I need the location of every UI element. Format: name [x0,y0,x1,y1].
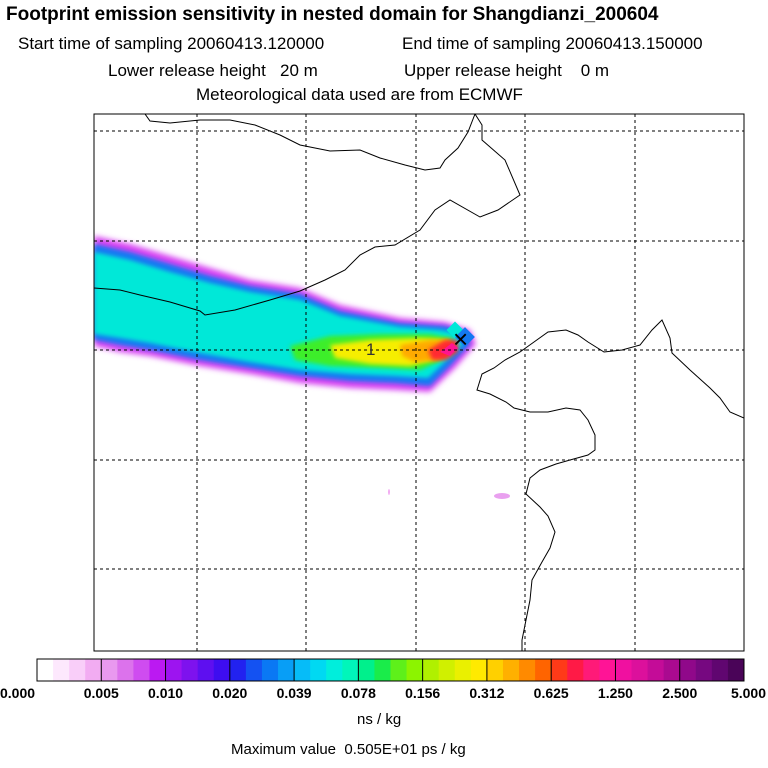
colorbar [36,658,745,682]
start-time-label: Start time of sampling 20060413.120000 [18,34,325,53]
lower-release-height-label: Lower release height 20 m [108,61,318,80]
stray-plume-tick [388,489,390,495]
colorbar-tick-label: 0.625 [534,685,569,701]
colorbar-swatch [727,659,745,681]
colorbar-tick-label: 0.000 [0,685,35,701]
colorbar-swatch [486,659,504,681]
colorbar-swatch [695,659,713,681]
colorbar-swatch [326,659,343,681]
colorbar-swatch [310,659,327,681]
colorbar-swatch [245,659,263,681]
colorbar-swatch [390,659,408,681]
colorbar-swatch [647,659,665,681]
colorbar-swatch [679,659,697,681]
colorbar-units-label: ns / kg [357,711,402,728]
colorbar-tick-label: 1.250 [598,685,633,701]
colorbar-swatch [261,659,279,681]
colorbar-tick-label: 0.078 [341,685,376,701]
colorbar-tick-label: 0.156 [405,685,440,701]
border-north [144,114,476,171]
maximum-value-label: Maximum value 0.505E+01 ps / kg [231,741,466,758]
colorbar-tick-label: 0.020 [212,685,247,701]
stray-plume-spot [494,493,510,499]
colorbar-swatch [519,659,536,681]
colorbar-swatch [502,659,520,681]
colorbar-swatch [454,659,472,681]
page-title: Footprint emission sensitivity in nested… [6,4,659,25]
colorbar-tick-label: 0.005 [84,685,119,701]
border-east [94,114,521,316]
meteorological-data-label: Meteorological data used are from ECMWF [196,85,523,104]
upper-release-height-label: Upper release height 0 m [404,61,610,80]
colorbar-swatch [294,659,311,681]
colorbar-swatch [69,659,86,681]
colorbar-swatch [101,659,118,681]
coast-gulf [476,319,744,651]
end-time-label: End time of sampling 20060413.150000 [402,34,703,53]
release-point-marker: 1 [366,340,375,359]
colorbar-tick-label: 2.500 [662,685,697,701]
colorbar-swatch [278,659,295,681]
colorbar-swatch [535,659,552,681]
colorbar-swatch [53,659,70,681]
colorbar-swatch [181,659,199,681]
colorbar-tick-label: 5.000 [731,685,766,701]
colorbar-swatch [37,659,54,681]
colorbar-swatch [149,659,167,681]
colorbar-tick-label: 0.010 [148,685,183,701]
colorbar-tick-label: 0.312 [469,685,504,701]
colorbar-swatch [438,659,456,681]
colorbar-swatch [567,659,584,681]
colorbar-swatch [615,659,633,681]
colorbar-tick-label: 0.039 [277,685,312,701]
colorbar-swatch [551,659,568,681]
colorbar-swatch [342,659,359,681]
colorbar-swatch [711,659,729,681]
receptor-cell-blue [455,327,475,347]
colorbar-swatch [229,659,247,681]
map-frame [93,113,745,652]
colorbar-swatch [470,659,488,681]
colorbar-swatch [374,659,391,681]
colorbar-swatch [133,659,150,681]
colorbar-swatch [583,659,600,681]
coastlines-borders [94,114,744,651]
colorbar-swatch [85,659,102,681]
colorbar-swatch [422,659,440,681]
grid-lines [94,114,744,651]
colorbar-swatch [663,659,681,681]
colorbar-swatch [197,659,215,681]
colorbar-swatch [631,659,649,681]
colorbar-swatch [406,659,424,681]
colorbar-swatch [213,659,231,681]
colorbar-swatch [117,659,134,681]
colorbar-swatch [165,659,183,681]
colorbar-tick-labels: 0.000 0.005 0.010 0.020 0.039 0.078 0.156 0.312… [0,685,766,701]
colorbar-swatch [358,659,375,681]
colorbar-swatch [599,659,616,681]
receptor-station-marker: × [453,324,468,354]
